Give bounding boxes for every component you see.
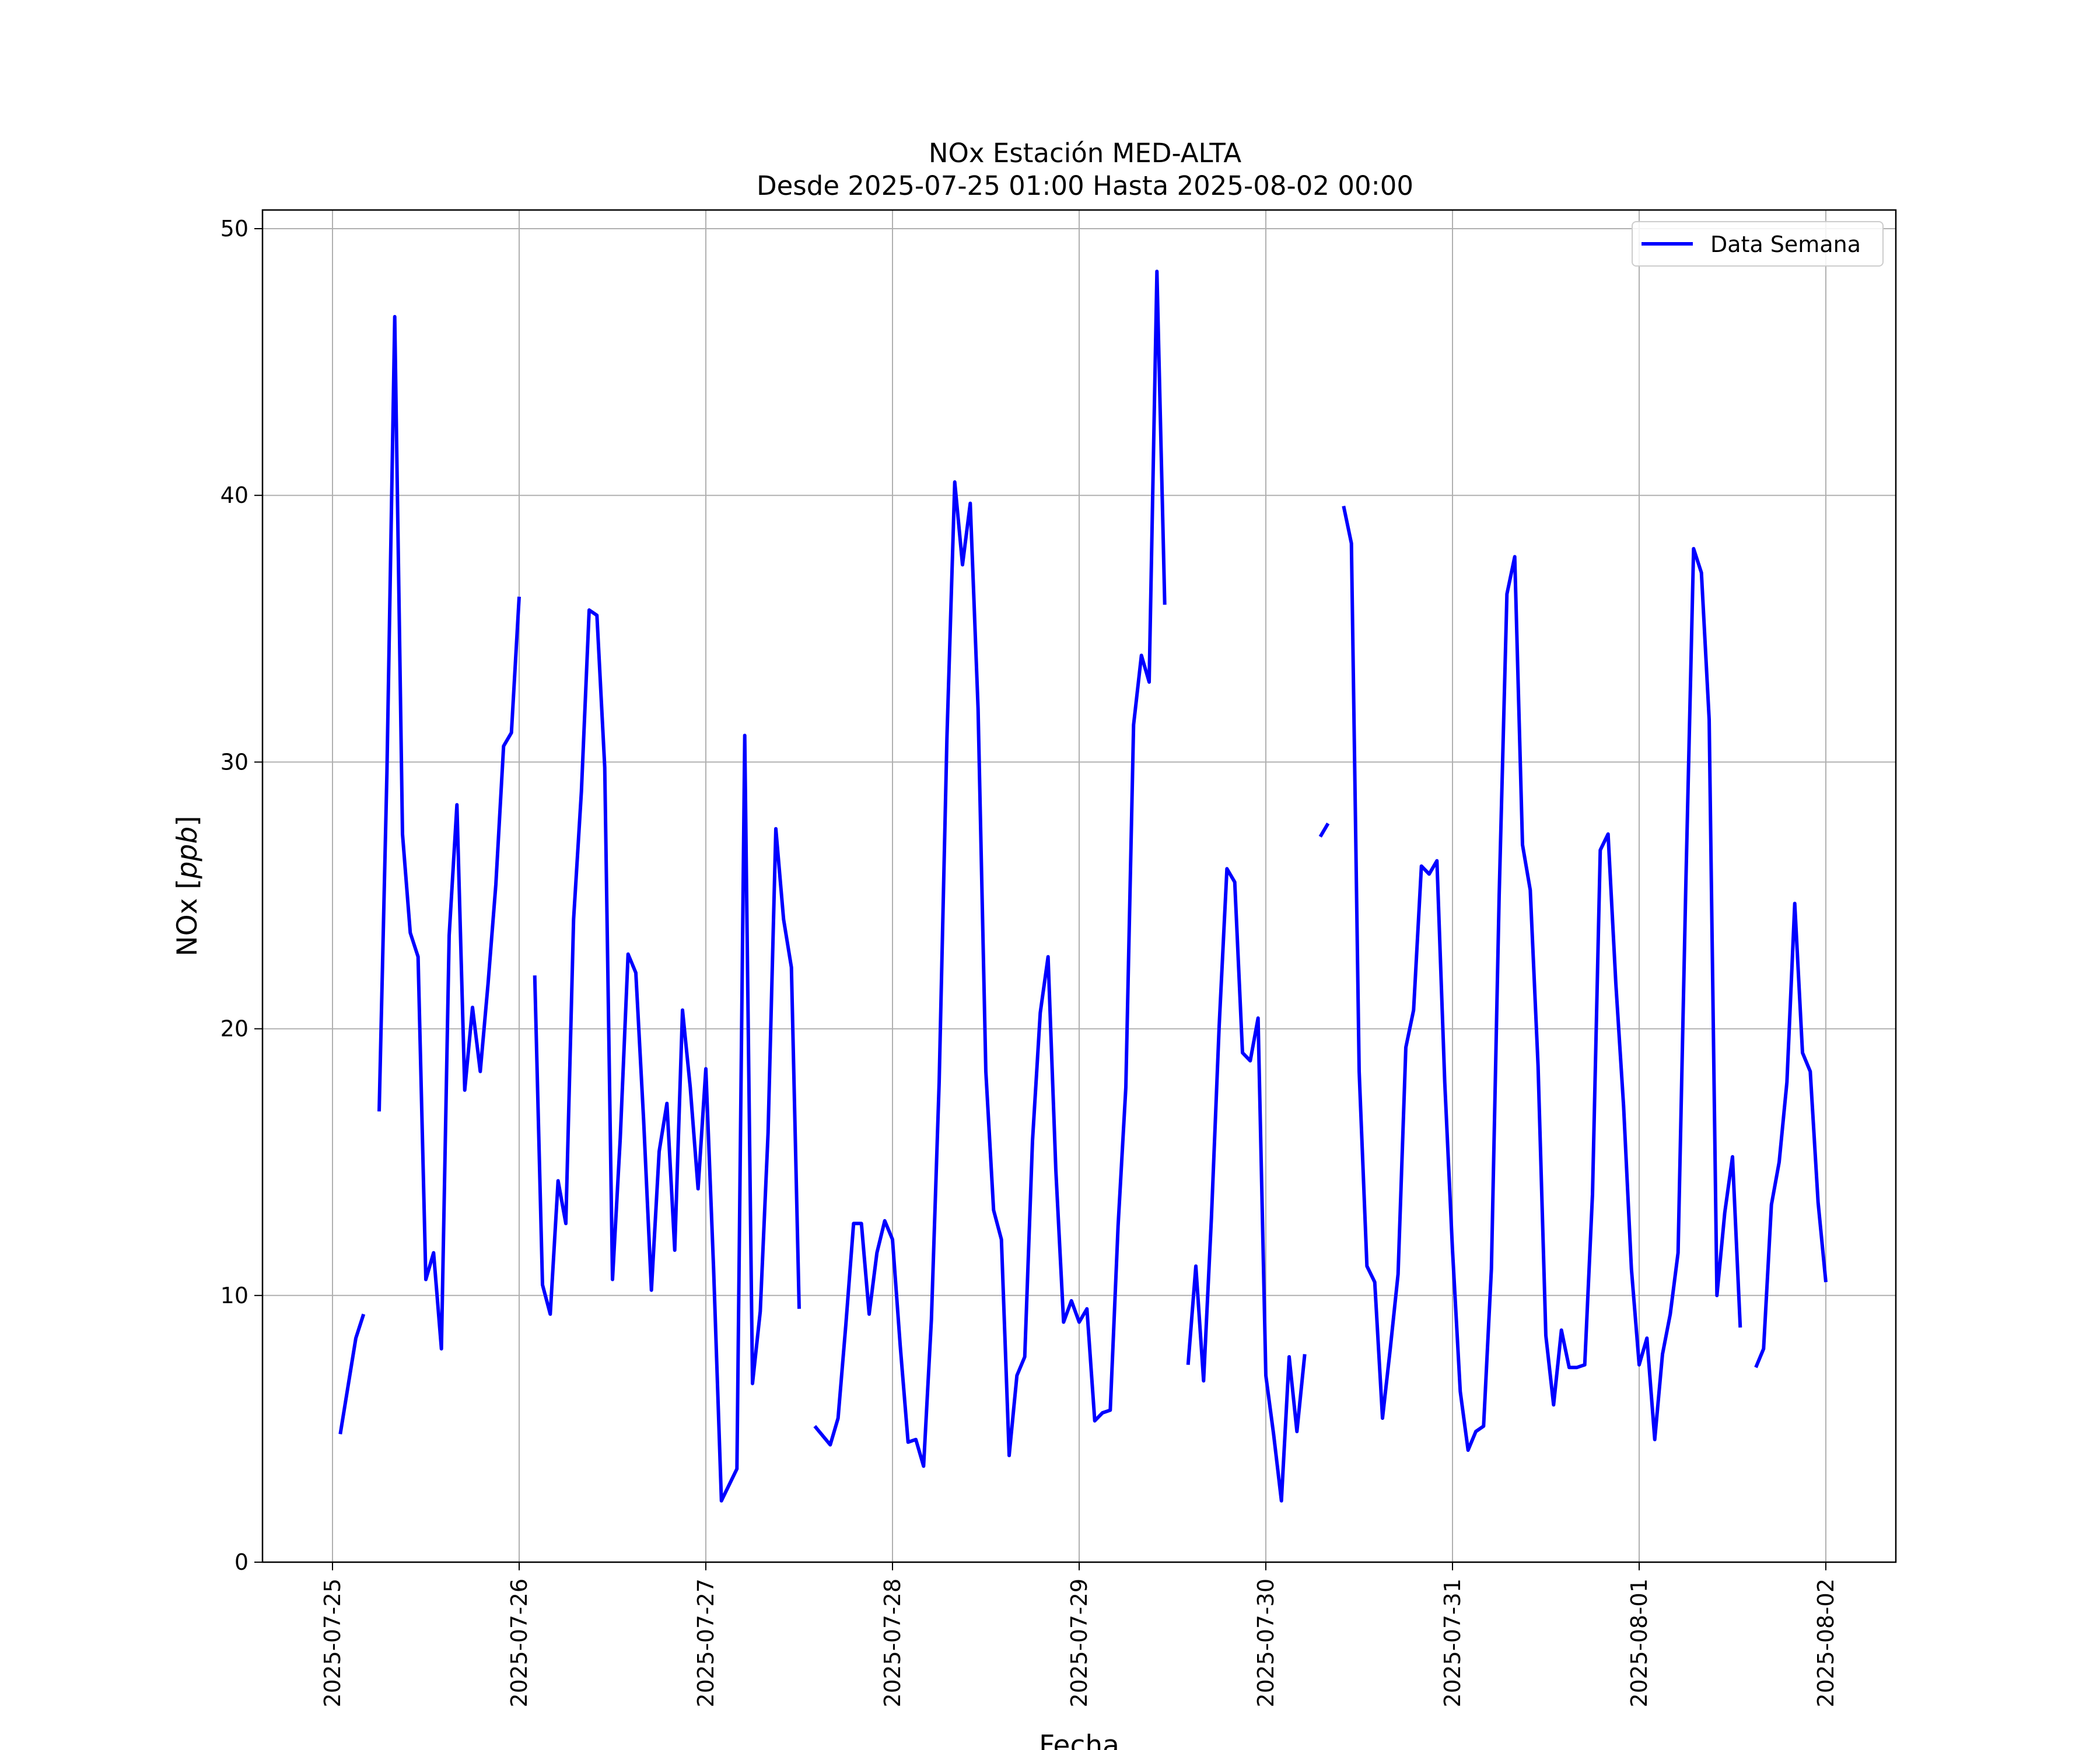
series-line-segment bbox=[1318, 822, 1330, 838]
plot-frame bbox=[261, 209, 1897, 1563]
y-tick-label: 10 bbox=[220, 1283, 249, 1308]
y-tick-label: 0 bbox=[235, 1549, 249, 1575]
y-tick-label: 30 bbox=[220, 749, 249, 775]
legend: Data Semana bbox=[1632, 221, 1884, 267]
x-tick-label: 2025-07-26 bbox=[506, 1578, 532, 1707]
legend-label: Data Semana bbox=[1710, 232, 1861, 257]
y-axis-label: NOx [ppb] bbox=[172, 816, 204, 956]
series-line-segment bbox=[813, 270, 1167, 1468]
chart-title-line2: Desde 2025-07-25 01:00 Hasta 2025-08-02 … bbox=[757, 170, 1413, 201]
y-axis-ticks: 0 10 20 30 40 50 bbox=[220, 216, 262, 1575]
x-tick-label: 2025-07-29 bbox=[1066, 1578, 1092, 1707]
x-axis-label: Fecha bbox=[1039, 1730, 1119, 1750]
chart-title-line1: NOx Estación MED-ALTA bbox=[929, 138, 1242, 169]
y-tick-label: 50 bbox=[220, 216, 249, 242]
series-line-segment bbox=[533, 608, 801, 1503]
x-tick-label: 2025-07-25 bbox=[320, 1578, 345, 1707]
legend-box bbox=[1632, 221, 1884, 267]
x-axis-ticks: 2025-07-25 2025-07-26 2025-07-27 2025-07-28… bbox=[320, 1562, 1839, 1707]
series-line-segment bbox=[1754, 901, 1828, 1368]
x-tick-label: 2025-07-27 bbox=[693, 1578, 719, 1707]
series-line-segment bbox=[377, 314, 521, 1351]
x-tick-label: 2025-07-31 bbox=[1440, 1578, 1465, 1707]
x-tick-label: 2025-07-30 bbox=[1253, 1578, 1279, 1707]
y-axis-label-suffix: ] bbox=[172, 816, 204, 826]
x-tick-label: 2025-08-01 bbox=[1626, 1578, 1652, 1707]
y-tick-label: 20 bbox=[220, 1016, 249, 1042]
x-tick-label: 2025-08-02 bbox=[1813, 1578, 1839, 1707]
y-axis-label-prefix: NOx [ bbox=[172, 878, 204, 956]
series-line-segment bbox=[1186, 867, 1307, 1503]
y-axis-label-unit: ppb bbox=[172, 827, 204, 880]
y-tick-label: 40 bbox=[220, 482, 249, 508]
series-line-segment bbox=[338, 1313, 366, 1434]
series-data-semana bbox=[338, 270, 1828, 1503]
x-tick-label: 2025-07-28 bbox=[880, 1578, 905, 1707]
series-line-segment bbox=[1342, 505, 1742, 1452]
